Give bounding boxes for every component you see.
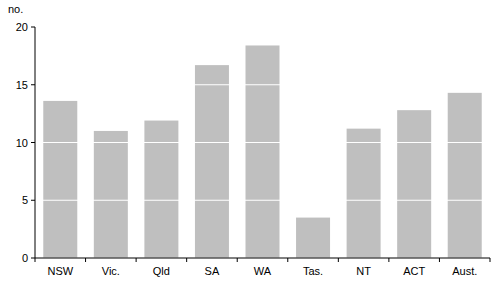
- bar: [448, 93, 482, 258]
- grid-line: [35, 200, 490, 201]
- bar: [144, 121, 178, 258]
- bar: [397, 110, 431, 258]
- bars: [43, 45, 481, 258]
- chart: no. 0 5 10 15 20 NSW Vic. Qld SA WA Tas. NT ACT Aust.: [0, 0, 496, 284]
- y-tick-label: 10: [16, 137, 28, 149]
- x-tick-label: NT: [356, 265, 371, 277]
- x-tick: [388, 258, 389, 262]
- bar: [195, 65, 229, 258]
- x-tick-label: Vic.: [102, 265, 120, 277]
- x-tick: [136, 258, 137, 262]
- y-tick: [31, 142, 35, 143]
- y-axis: [35, 27, 36, 258]
- y-axis-label: no.: [8, 3, 23, 15]
- y-tick: [31, 84, 35, 85]
- grid-line: [35, 257, 490, 258]
- y-tick-label: 0: [22, 252, 28, 264]
- grid-line: [35, 142, 490, 143]
- grid-line: [35, 26, 490, 27]
- x-tick-label: Qld: [153, 265, 170, 277]
- y-tick-label: 20: [16, 21, 28, 33]
- x-tick-label: NSW: [47, 265, 73, 277]
- y-tick: [31, 27, 35, 28]
- x-tick: [186, 258, 187, 262]
- x-tick-label: ACT: [403, 265, 425, 277]
- bar: [246, 45, 280, 258]
- bar: [94, 131, 128, 258]
- bar: [43, 101, 77, 258]
- x-tick: [338, 258, 339, 262]
- x-tick-label: Aust.: [452, 265, 477, 277]
- y-tick: [31, 258, 35, 259]
- x-tick: [287, 258, 288, 262]
- x-tick-label: WA: [254, 265, 272, 277]
- y-tick-label: 5: [22, 194, 28, 206]
- bar: [296, 218, 330, 258]
- x-tick: [439, 258, 440, 262]
- x-tick: [35, 258, 36, 262]
- x-tick: [85, 258, 86, 262]
- y-tick-label: 15: [16, 79, 28, 91]
- x-tick: [237, 258, 238, 262]
- x-tick-label: SA: [205, 265, 220, 277]
- y-tick: [31, 200, 35, 201]
- grid-line: [35, 84, 490, 85]
- x-axis: [35, 258, 490, 259]
- x-tick: [490, 258, 491, 262]
- x-tick-label: Tas.: [303, 265, 323, 277]
- bar: [347, 129, 381, 258]
